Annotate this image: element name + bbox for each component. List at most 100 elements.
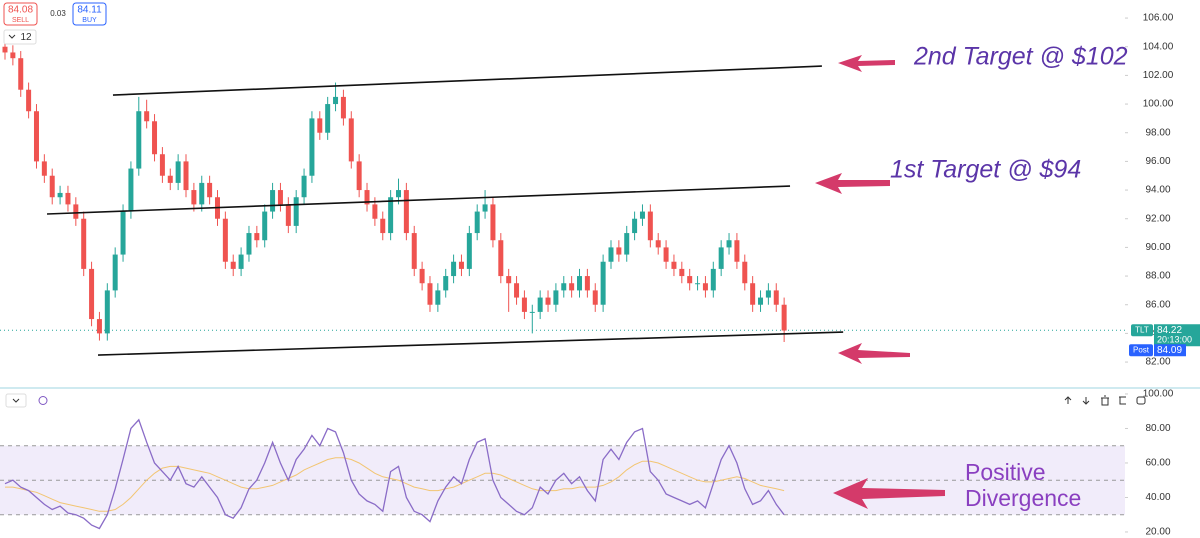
buy-label: BUY xyxy=(82,17,97,24)
candle-body xyxy=(632,218,638,234)
candle-body xyxy=(128,168,134,212)
collapse-button[interactable] xyxy=(5,393,27,408)
maximize-icon[interactable] xyxy=(1119,396,1126,405)
trade-toolbar: 84.08 SELL 0.03 84.11 BUY 12 xyxy=(3,2,107,45)
rsi-pane: 20.00 40.00 60.00 80.00 100.00 xyxy=(0,389,1174,538)
candle-body xyxy=(348,118,354,162)
candle-body xyxy=(81,218,87,269)
y-tick-label: 20.00 xyxy=(1145,527,1170,538)
candle-body xyxy=(309,118,315,176)
candle-body xyxy=(18,58,24,90)
post-label: Post xyxy=(1133,345,1150,354)
y-tick-label: 88.00 xyxy=(1145,271,1170,282)
candle-body xyxy=(270,190,276,212)
candle-body xyxy=(356,161,362,191)
candle-body xyxy=(73,204,79,219)
candle-body xyxy=(545,297,551,305)
candle-body xyxy=(639,211,645,219)
candle-body xyxy=(608,247,614,262)
candle-body xyxy=(230,261,236,269)
candle-body xyxy=(474,211,480,234)
candle-body xyxy=(207,182,213,198)
candle-body xyxy=(435,290,441,305)
buy-button[interactable] xyxy=(72,2,107,26)
candle-body xyxy=(411,233,417,269)
y-tick-label: 102.00 xyxy=(1143,70,1174,81)
price-pane: 82.0084.0086.0088.0090.0092.0094.0096.00… xyxy=(0,13,1200,368)
candle-body xyxy=(624,233,630,255)
candle-body xyxy=(647,211,653,241)
y-tick-label: 60.00 xyxy=(1145,458,1170,469)
candle-body xyxy=(781,304,787,331)
candle-body xyxy=(2,46,8,53)
move-up-icon[interactable] xyxy=(1064,396,1072,404)
y-tick-label: 104.00 xyxy=(1143,41,1174,52)
candle-body xyxy=(33,111,39,162)
candle-body xyxy=(175,161,181,183)
more-icon[interactable] xyxy=(1136,396,1146,405)
candle-body xyxy=(222,218,228,262)
arrow xyxy=(833,478,945,509)
symbol: TLT xyxy=(1135,325,1149,334)
post-price: 84.09 xyxy=(1157,345,1182,356)
candle-body xyxy=(482,204,488,212)
buy-price: 84.11 xyxy=(77,5,102,16)
candle-body xyxy=(466,233,472,269)
candle-body xyxy=(96,319,102,334)
candle-body xyxy=(396,190,401,198)
candle-body xyxy=(773,290,779,305)
candle-body xyxy=(687,276,693,284)
symbol-tag xyxy=(1131,324,1153,337)
candle-body xyxy=(419,268,425,284)
sell-label: SELL xyxy=(12,17,29,24)
candle-body xyxy=(584,276,590,291)
candle-body xyxy=(577,276,583,291)
candle-body xyxy=(726,240,732,248)
candle-body xyxy=(136,111,142,169)
candle-body xyxy=(600,261,606,305)
candle-body xyxy=(521,297,527,312)
annotation: Positive xyxy=(965,459,1046,485)
candle-body xyxy=(569,283,575,291)
interval: 12 xyxy=(20,32,32,43)
candle-body xyxy=(254,233,260,241)
candle-body xyxy=(742,261,748,284)
candle-body xyxy=(49,175,55,198)
rsi-line xyxy=(5,457,785,512)
candle-body xyxy=(144,111,150,122)
y-tick-label: 92.00 xyxy=(1145,213,1170,224)
candle-body xyxy=(561,283,567,291)
candle-body xyxy=(616,247,622,255)
interval-button[interactable] xyxy=(3,29,37,45)
candle-body xyxy=(427,283,433,305)
y-tick-label: 100.00 xyxy=(1143,99,1174,110)
candle-body xyxy=(734,240,740,262)
arrow xyxy=(838,55,895,72)
price-tag xyxy=(1154,324,1200,347)
y-tick-label: 82.00 xyxy=(1145,357,1170,368)
candle-body xyxy=(388,197,394,234)
candle-body xyxy=(333,96,339,105)
candle-body xyxy=(57,192,63,198)
annotation: 1st Target @ $94 xyxy=(890,156,1081,184)
candle-body xyxy=(695,283,701,285)
candle-body xyxy=(592,290,598,305)
candle-body xyxy=(403,190,409,234)
rsi-toolbar xyxy=(5,393,1146,408)
candle-body xyxy=(159,154,165,176)
candle-body xyxy=(671,261,677,269)
candle-body xyxy=(364,190,370,205)
trendline xyxy=(46,185,791,215)
candle-body xyxy=(89,268,95,320)
candle-body xyxy=(498,240,504,277)
candle-body xyxy=(26,89,32,112)
trendline xyxy=(112,65,822,96)
candle-body xyxy=(443,276,449,291)
candle-body xyxy=(167,175,173,183)
move-down-icon[interactable] xyxy=(1082,397,1090,405)
delete-icon[interactable] xyxy=(1101,395,1109,406)
sell-button[interactable] xyxy=(3,2,38,26)
settings-icon[interactable] xyxy=(38,396,48,405)
candle-body xyxy=(301,175,307,198)
